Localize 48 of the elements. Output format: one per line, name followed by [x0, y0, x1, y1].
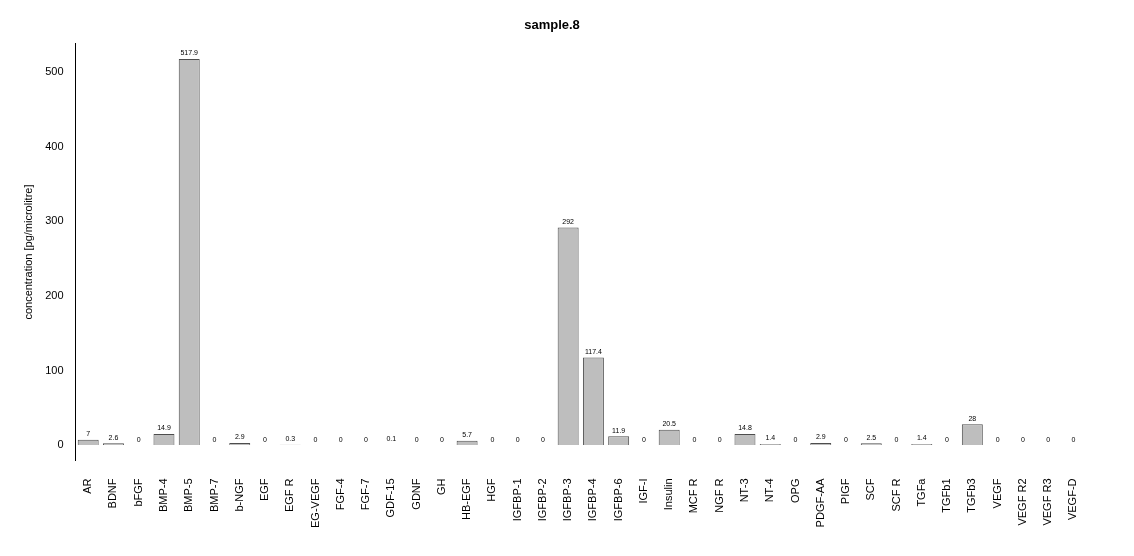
- x-tick-label: HGF: [485, 478, 498, 502]
- x-tick-label: BDNF: [106, 478, 119, 509]
- x-tick-label: Insulin: [662, 478, 675, 511]
- x-tick-label: IGFBP-2: [535, 478, 548, 522]
- x-tick-label: TGFa: [914, 477, 927, 507]
- x-tick-label: NGF R: [712, 478, 725, 513]
- x-tick-label: MCF R: [687, 478, 700, 514]
- x-tick-label: SCF: [864, 478, 877, 501]
- x-tick-label: GH: [434, 478, 447, 495]
- x-tick-label: NT-3: [738, 478, 751, 503]
- x-tick-label: EG-VEGF: [308, 478, 321, 529]
- x-tick-label: EGF R: [283, 478, 296, 513]
- y-tick-label: 400: [45, 139, 64, 152]
- x-tick-label: AR: [81, 478, 94, 494]
- x-tick-label: IGFBP-1: [510, 478, 523, 522]
- x-tick-label: b-NGF: [232, 478, 245, 512]
- x-tick-label: IGF-I: [636, 478, 649, 504]
- x-tick-label: EGF: [258, 478, 271, 502]
- x-tick-label: GDF-15: [384, 478, 397, 518]
- y-axis-title: concentration [pg/microlitre]: [21, 184, 34, 320]
- y-tick-label: 0: [57, 438, 64, 451]
- x-tick-label: HB-EGF: [460, 478, 473, 521]
- x-tick-label: IGFBP-4: [586, 478, 599, 522]
- x-tick-label: PIGF: [839, 478, 852, 505]
- y-tick-label: 300: [45, 214, 64, 227]
- x-tick-label: OPG: [788, 478, 801, 503]
- x-tick-label: FGF-4: [333, 478, 346, 511]
- x-tick-label: BMP-5: [182, 478, 195, 513]
- x-tick-label: VEGF R2: [1015, 478, 1028, 526]
- x-tick-label: TGFb3: [965, 478, 978, 513]
- x-tick-label: SCF R: [889, 478, 902, 512]
- x-tick-label: bFGF: [131, 478, 144, 507]
- x-tick-label: GDNF: [409, 478, 422, 510]
- x-tick-label: NT-4: [763, 478, 776, 503]
- x-tick-label: IGFBP-3: [561, 478, 574, 522]
- x-tick-label: BMP-7: [207, 478, 220, 513]
- y-tick-label: 500: [45, 65, 64, 78]
- x-tick-label: VEGF-D: [1066, 478, 1079, 521]
- x-tick-label: PDGF-AA: [813, 477, 826, 528]
- x-tick-label: IGFBP-6: [611, 478, 624, 522]
- y-tick-label: 100: [45, 363, 64, 376]
- chart-title: sample.8: [524, 17, 580, 33]
- x-tick-label: TGFb1: [940, 478, 953, 513]
- x-tick-label: VEGF: [990, 478, 1003, 509]
- x-tick-label: BMP-4: [157, 478, 169, 513]
- x-tick-label: VEGF R3: [1041, 478, 1054, 526]
- x-tick-label: FGF-7: [359, 478, 372, 511]
- y-tick-label: 200: [45, 289, 64, 302]
